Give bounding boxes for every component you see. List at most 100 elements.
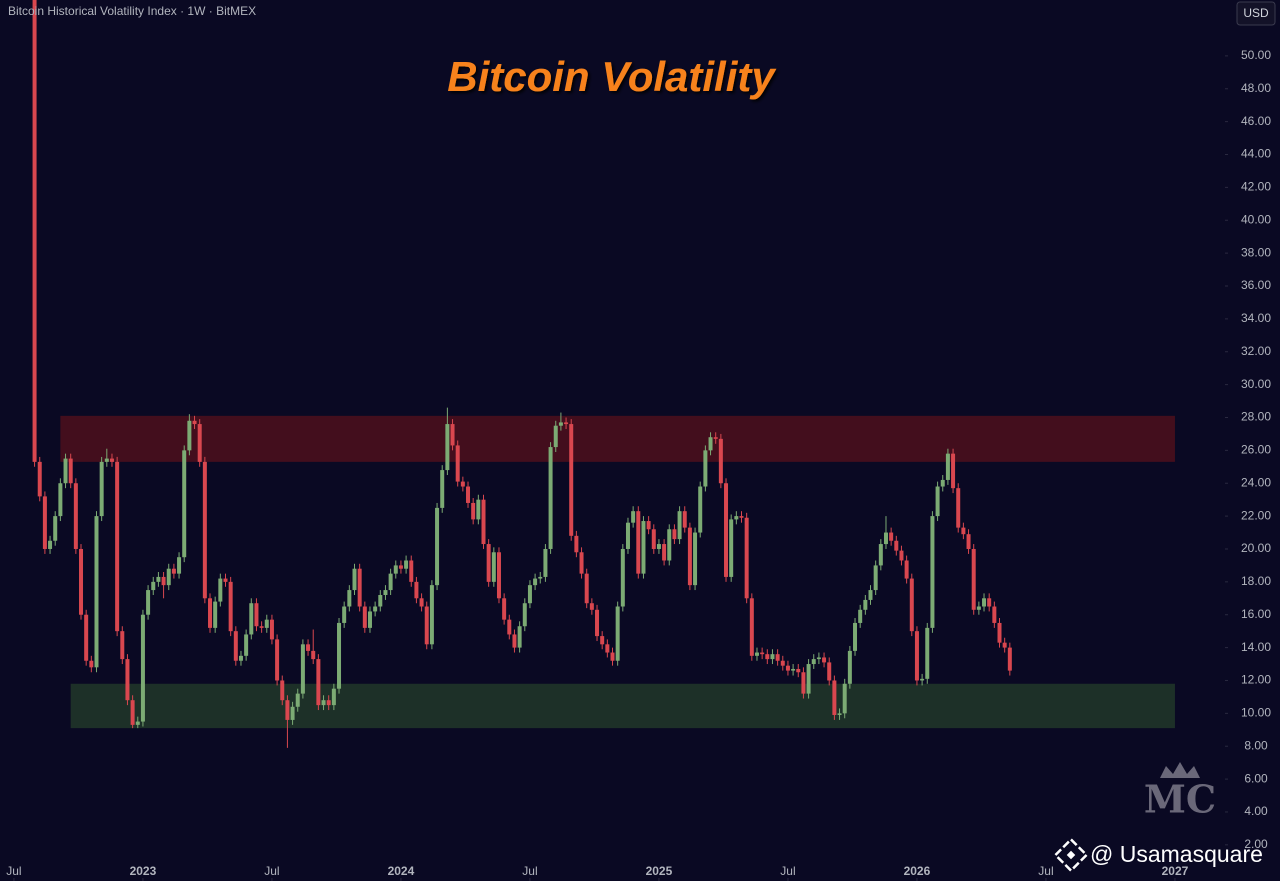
candle-body <box>424 606 429 645</box>
candle-body <box>337 622 342 689</box>
candle-body <box>894 540 899 551</box>
candle-body <box>125 659 130 701</box>
candle-body <box>233 631 238 661</box>
candle-body <box>935 486 940 517</box>
candle-body <box>687 527 692 586</box>
y-tick-label: 24.00 <box>1241 475 1271 489</box>
candle-body <box>187 420 192 451</box>
x-tick-label: 2025 <box>646 864 673 878</box>
chart-title: Bitcoin Volatility <box>447 53 777 100</box>
candle-body <box>976 606 981 610</box>
candle-body <box>435 507 440 586</box>
candle-body <box>218 578 223 602</box>
candle-body <box>765 654 770 660</box>
candles <box>32 0 1012 748</box>
candle-body <box>853 622 858 651</box>
candle-body <box>553 425 558 448</box>
candle-body <box>605 644 610 653</box>
y-tick-label: 36.00 <box>1241 278 1271 292</box>
candle-body <box>584 573 589 604</box>
candle-body <box>760 652 765 655</box>
candle-body <box>739 516 744 518</box>
candle-body <box>651 529 656 549</box>
zones <box>60 415 1175 729</box>
y-tick-label: 46.00 <box>1241 114 1271 128</box>
candle-body <box>481 499 486 545</box>
y-tick-label: 30.00 <box>1241 377 1271 391</box>
y-tick-label: 40.00 <box>1241 212 1271 226</box>
candle-body <box>109 458 114 462</box>
x-tick-label: Jul <box>780 864 795 878</box>
candle-body <box>785 665 790 671</box>
candle-body <box>754 652 759 656</box>
y-tick-label: 48.00 <box>1241 81 1271 95</box>
x-tick-label: 2026 <box>904 864 931 878</box>
candle-body <box>53 516 58 541</box>
axes: 2.00 4.00 6.00 8.00 10.00 12.00 14.00 16.00 18.0… <box>6 48 1271 881</box>
candle-body <box>543 548 548 577</box>
candle-body <box>904 560 909 579</box>
candle-body <box>244 634 249 656</box>
candle-body <box>177 557 182 574</box>
y-tick-label: 2.00 <box>1244 837 1268 851</box>
candle-body <box>564 422 569 425</box>
candle-body <box>383 590 388 596</box>
candle-body <box>863 599 868 610</box>
y-tick-label: 10.00 <box>1241 706 1271 720</box>
candle-body <box>404 560 409 569</box>
currency-button[interactable] <box>1236 1 1276 26</box>
candle-body <box>992 606 997 623</box>
candle-body <box>940 479 945 487</box>
candle-body <box>718 438 723 484</box>
candle-body <box>744 517 749 599</box>
candle-body <box>873 565 878 591</box>
candle-body <box>656 544 661 549</box>
candle-body <box>63 458 68 484</box>
candle-body <box>104 458 109 462</box>
y-tick-label: 34.00 <box>1241 311 1271 325</box>
candle-body <box>321 700 326 706</box>
candle-body <box>419 598 424 607</box>
candle-body <box>1007 647 1012 671</box>
watermark-handle: @ Usamasquare <box>1090 841 1263 867</box>
candle-body <box>646 521 651 530</box>
currency-label[interactable]: USD <box>1243 6 1269 20</box>
candle-body <box>713 437 718 439</box>
candle-body <box>847 650 852 684</box>
candle-body <box>527 585 532 604</box>
candle-body <box>275 639 280 681</box>
candle-body <box>311 650 316 660</box>
candle-body <box>703 450 708 487</box>
candle-body <box>682 511 687 528</box>
candle-body <box>997 622 1002 643</box>
candle-body <box>460 481 465 487</box>
candle-body <box>930 516 935 628</box>
candle-body <box>982 598 987 607</box>
y-tick-label: 32.00 <box>1241 344 1271 358</box>
candle-body <box>331 688 336 706</box>
candle-body <box>450 424 455 446</box>
candle-body <box>806 664 811 694</box>
x-tick-label: 2024 <box>388 864 415 878</box>
y-tick-label: 16.00 <box>1241 607 1271 621</box>
candle-body <box>796 668 801 673</box>
x-tick-label: 2023 <box>130 864 157 878</box>
icon-part <box>1053 837 1089 873</box>
candle-body <box>956 488 961 528</box>
y-tick-label: 18.00 <box>1241 574 1271 588</box>
candle-body <box>223 578 228 582</box>
candle-body <box>625 522 630 549</box>
x-tick-label: Jul <box>522 864 537 878</box>
candle-body <box>579 552 584 574</box>
y-tick-label: 28.00 <box>1241 410 1271 424</box>
candle-body <box>84 614 89 661</box>
candle-body <box>182 450 187 558</box>
candle-body <box>749 598 754 656</box>
candle-body <box>89 660 94 668</box>
candle-body <box>306 644 311 651</box>
zone <box>70 683 1175 729</box>
candle-body <box>208 598 213 628</box>
candle-body <box>378 595 383 607</box>
candle-body <box>780 660 785 666</box>
